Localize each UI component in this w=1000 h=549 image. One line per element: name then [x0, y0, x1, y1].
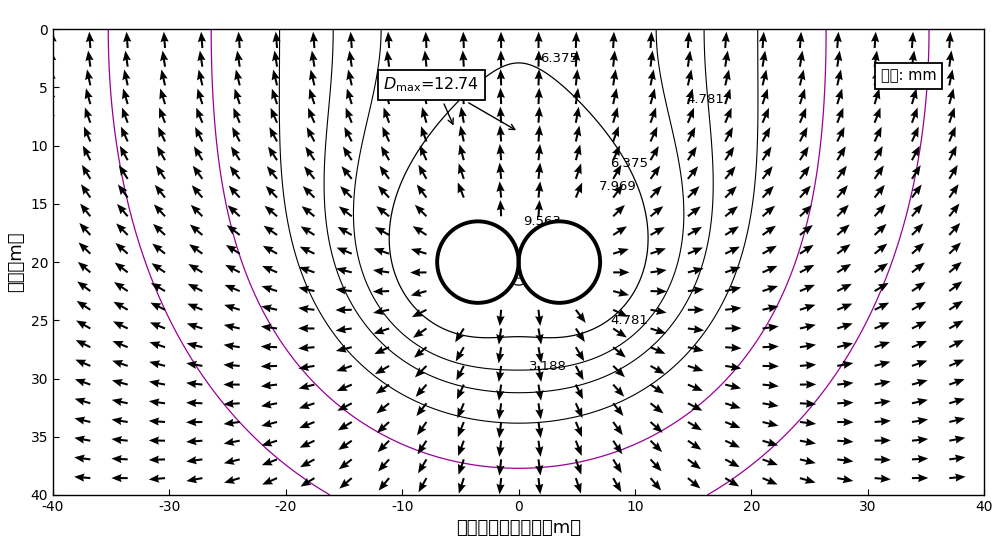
Circle shape: [519, 221, 600, 303]
Text: 4.781: 4.781: [686, 93, 724, 105]
Text: 9.563: 9.563: [523, 215, 561, 228]
Circle shape: [437, 221, 519, 303]
Text: 6.375: 6.375: [610, 156, 648, 170]
Text: $D_{\mathrm{max}}$=12.74: $D_{\mathrm{max}}$=12.74: [383, 76, 479, 94]
Y-axis label: 深度（m）: 深度（m）: [7, 232, 25, 293]
Text: 6.375: 6.375: [540, 52, 578, 65]
Text: 3.188: 3.188: [529, 360, 567, 373]
X-axis label: 距隆道中心的距离（m）: 距隆道中心的距离（m）: [456, 519, 581, 537]
Text: 4.781: 4.781: [610, 314, 648, 327]
Text: 7.969: 7.969: [599, 180, 636, 193]
Text: 单位: mm: 单位: mm: [881, 68, 936, 83]
